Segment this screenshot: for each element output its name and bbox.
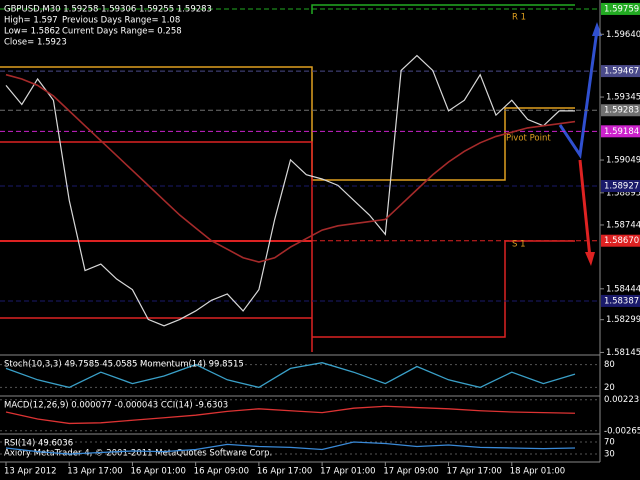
y-tick-label: 1.59049 <box>606 156 640 166</box>
x-tick-label: 17 Apr 17:00 <box>447 467 502 477</box>
x-tick-label: 17 Apr 01:00 <box>320 467 375 477</box>
y-tick-label: 70 <box>604 438 615 448</box>
panel-title: RSI(14) 49.6036 <box>4 439 73 449</box>
moving-average <box>5 73 576 263</box>
price-line <box>5 54 575 327</box>
x-tick-label: 16 Apr 17:00 <box>257 467 312 477</box>
indicator-line <box>5 441 576 455</box>
x-tick-label: 17 Apr 09:00 <box>383 467 438 477</box>
level-label: 1.59759 <box>604 4 639 14</box>
level-tag <box>601 104 640 117</box>
y-tick-label: 0.002231 <box>604 395 640 405</box>
y-tick-label: 1.58895 <box>606 188 640 198</box>
level-label: 1.59467 <box>604 67 639 77</box>
header-text: Low= 1.5862 <box>4 27 60 37</box>
y-tick-label: 1.58744 <box>606 220 640 230</box>
level-tag <box>601 65 640 78</box>
level-tag <box>601 2 640 15</box>
red-arrow <box>578 159 592 259</box>
header-text: Close= 1.5923 <box>4 38 67 48</box>
header-text: Current Days Range= 0.258 <box>62 27 182 37</box>
y-tick-label: 1.58444 <box>606 284 640 294</box>
header-text: Previous Days Range= 1.08 <box>62 16 180 26</box>
pivot-line <box>0 66 575 181</box>
x-tick-label: 13 Apr 2012 <box>4 467 57 477</box>
x-tick-label: 18 Apr 01:00 <box>510 467 565 477</box>
level-label: 1.59184 <box>604 127 639 137</box>
y-tick-label: 1.58299 <box>606 315 640 325</box>
level-tag <box>601 125 640 138</box>
indicator-line <box>5 405 576 425</box>
x-tick-label: 13 Apr 17:00 <box>67 467 122 477</box>
arrow-head <box>585 252 595 266</box>
level-tag <box>601 294 640 307</box>
level-label: 1.58670 <box>604 236 639 246</box>
y-tick-label: 1.59345 <box>606 93 640 103</box>
y-tick-label: 30 <box>604 450 615 460</box>
blue-arrow <box>558 29 599 160</box>
indicator-line <box>5 362 576 389</box>
level-label: 1.59283 <box>604 106 639 116</box>
footer: Axiory MetaTrader 4, © 2001-2011 MetaQuo… <box>4 449 272 459</box>
level-label: 1.58927 <box>604 182 639 192</box>
header-text: High= 1.597 <box>4 16 58 26</box>
y-tick-label: 20 <box>604 383 615 393</box>
x-tick-label: 16 Apr 09:00 <box>194 467 249 477</box>
y-tick-label: 80 <box>604 360 615 370</box>
y-tick-label: 1.59640 <box>606 30 640 40</box>
panel-title: Stoch(10,3,3) 49.7585 45.0585 Momentum(1… <box>4 360 244 370</box>
pivot-annotation: S 1 <box>512 240 526 250</box>
x-tick-label: 16 Apr 01:00 <box>130 467 185 477</box>
panel-title: MACD(12,26,9) 0.000077 -0.000043 CCI(14)… <box>4 401 228 411</box>
y-tick-label: 1.58145 <box>606 348 640 358</box>
y-tick-label: -0.00265 <box>604 426 640 436</box>
pivot-annotation: Pivot Point <box>506 134 551 144</box>
r1-line <box>311 4 575 14</box>
pivot-annotation: R 1 <box>512 13 526 23</box>
level-label: 1.58387 <box>604 296 639 306</box>
level-tag <box>601 234 640 247</box>
level-tag <box>601 180 640 193</box>
header-text: GBPUSD,M30 1.59258 1.59306 1.59255 1.592… <box>4 5 212 15</box>
